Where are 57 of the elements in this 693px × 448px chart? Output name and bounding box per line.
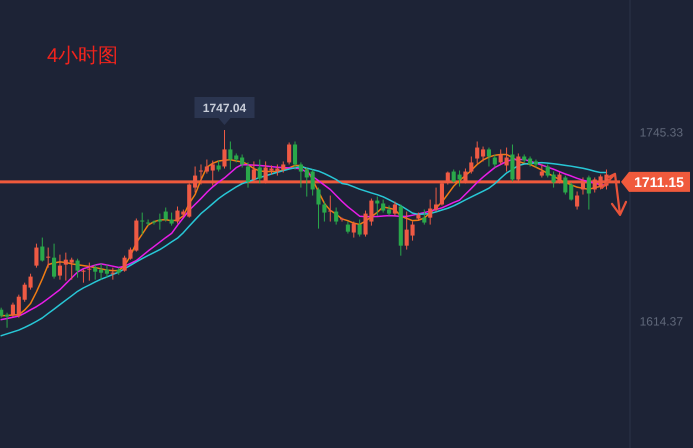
text: 4小时图 <box>47 45 118 67</box>
candlestick <box>469 156 474 174</box>
candlestick <box>422 209 426 226</box>
candlestick <box>328 195 332 222</box>
candlestick <box>428 199 432 226</box>
y-tick-label: 1614.37 <box>640 314 684 329</box>
candlestick <box>222 130 227 170</box>
candlestick <box>369 198 374 226</box>
candlestick <box>375 196 380 216</box>
candlestick <box>334 207 338 226</box>
candlestick <box>292 140 298 170</box>
candlestick <box>52 243 56 280</box>
candlestick <box>158 213 162 230</box>
candlestick <box>352 221 356 238</box>
candlestick <box>346 221 350 234</box>
candlestick <box>269 164 274 176</box>
candlestick <box>434 187 438 212</box>
candlestick <box>81 269 86 284</box>
candlestick <box>128 247 133 260</box>
candlestick <box>287 142 292 165</box>
candlestick <box>164 207 168 222</box>
y-tick-label: 1745.33 <box>640 125 684 140</box>
candlestick <box>452 169 456 184</box>
candlestick <box>104 264 110 278</box>
candlestick <box>316 187 321 230</box>
candlestick <box>140 212 144 236</box>
candlestick <box>34 243 38 268</box>
annotation: 1747.04 <box>202 101 246 116</box>
candlestick <box>40 237 44 262</box>
candlestick <box>216 160 221 172</box>
ref-line-label: 1711.15 <box>634 174 684 190</box>
candlestick <box>322 201 326 222</box>
candlestick <box>486 147 492 167</box>
candlestick <box>170 212 174 226</box>
candlestick <box>122 255 127 272</box>
candlestick <box>386 205 392 216</box>
candlestick <box>458 170 462 188</box>
candlestick <box>246 162 250 188</box>
candlestick <box>392 201 397 216</box>
candlestick <box>575 190 580 210</box>
candlestick <box>363 210 368 238</box>
candlestick <box>258 159 262 184</box>
candlestick <box>58 254 62 280</box>
candlestick <box>586 175 591 210</box>
candlestick <box>410 221 415 242</box>
candlestick <box>540 164 544 178</box>
candlestick <box>110 267 115 280</box>
candlestick <box>0 307 4 318</box>
candlestick <box>381 199 386 214</box>
candlestick <box>87 262 92 282</box>
candlestick <box>175 206 180 224</box>
candlestick <box>46 247 50 268</box>
candlestick <box>404 211 409 250</box>
candlestick <box>28 273 33 290</box>
candlestick <box>76 258 80 278</box>
candlestick <box>492 154 497 168</box>
candlestick <box>358 219 362 238</box>
